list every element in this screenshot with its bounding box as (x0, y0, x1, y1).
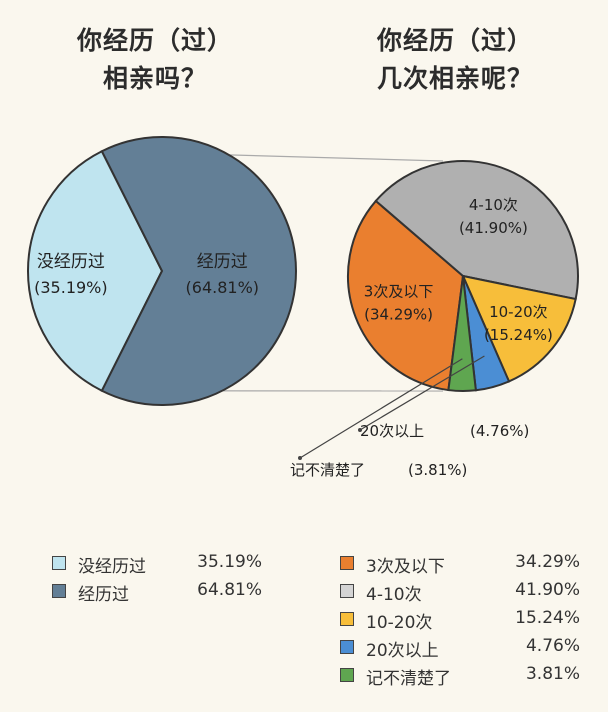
pie-slice-2 (461, 274, 577, 383)
pie-slice-4 (447, 275, 477, 392)
legend-item-1: 经历过 64.81% (52, 580, 262, 605)
legend-swatch (52, 584, 66, 598)
legend-swatch (340, 556, 354, 570)
legend-label: 10-20次 (366, 613, 433, 633)
leader-dot-3 (358, 428, 362, 432)
leader-line-4 (299, 358, 463, 459)
legend-label: 没经历过 (78, 557, 146, 577)
legend-label: 3次及以下 (366, 557, 445, 577)
leader-line-3 (359, 355, 485, 431)
legend-swatch (340, 668, 354, 682)
legend-item-1: 4-10次 41.90% (340, 580, 580, 605)
legend-label: 20次以上 (366, 641, 439, 661)
legend-item-3: 20次以上 4.76% (340, 636, 580, 661)
pie-slice-experienced (100, 136, 297, 406)
slice-label-1: 经历过 (197, 252, 248, 272)
right-title-line-1: 你经历（过） (376, 26, 533, 55)
legend-value: 35.19% (197, 552, 262, 572)
slice-label-right-2: 10-20次 (489, 303, 548, 321)
legend-item-4: 记不清楚了 3.81% (340, 664, 580, 689)
slice-value-label-right-2: (15.24%) (484, 326, 553, 344)
legend-item-0: 没经历过 35.19% (52, 552, 262, 577)
legend-swatch (340, 584, 354, 598)
right-chart-title: 你经历（过） 几次相亲呢？ (330, 22, 580, 98)
leader-dot-4 (298, 456, 302, 460)
outside-value-label-3: (4.76%) (470, 422, 529, 440)
slice-value-label-1: (64.81%) (186, 278, 260, 297)
legend-label: 经历过 (78, 585, 129, 605)
slice-value-label-0: (35.19%) (34, 278, 108, 297)
legend-label: 4-10次 (366, 585, 422, 605)
legend-label: 记不清楚了 (366, 669, 451, 689)
legend-item-0: 3次及以下 34.29% (340, 552, 580, 577)
left-title-line-2: 相亲吗？ (102, 64, 207, 93)
legend-value: 4.76% (525, 636, 580, 656)
legend-value: 34.29% (515, 552, 580, 572)
legend-item-2: 10-20次 15.24% (340, 608, 580, 633)
legend-value: 3.81% (525, 664, 580, 684)
outside-label-3: 20次以上 (360, 422, 424, 440)
slice-value-label-right-0: (34.29%) (364, 306, 433, 324)
outside-value-label-4: (3.81%) (408, 461, 467, 479)
legend-swatch (340, 612, 354, 626)
slice-label-right-0: 3次及以下 (364, 283, 434, 301)
legend-value: 41.90% (515, 580, 580, 600)
right-title-line-2: 几次相亲呢？ (376, 64, 533, 93)
legend-swatch (340, 640, 354, 654)
legend-value: 15.24% (515, 608, 580, 628)
legend-value: 64.81% (197, 580, 262, 600)
slice-value-label-right-1: (41.90%) (459, 219, 528, 237)
slice-label-0: 没经历过 (37, 252, 105, 272)
pie-slice-1 (374, 159, 579, 301)
left-title-line-1: 你经历（过） (76, 26, 233, 55)
pie-slice-0 (347, 199, 465, 392)
legend-swatch (52, 556, 66, 570)
left-chart-title: 你经历（过） 相亲吗？ (40, 22, 270, 98)
outside-label-4: 记不清楚了 (290, 461, 365, 479)
pie-slice-not-experienced (27, 149, 164, 393)
slice-label-right-1: 4-10次 (469, 196, 518, 214)
